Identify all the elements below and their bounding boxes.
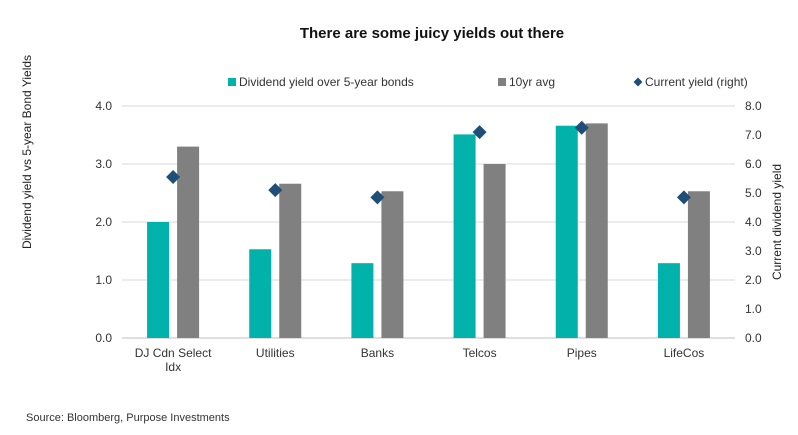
x-tick-label: Telcos xyxy=(463,346,497,360)
legend-swatch xyxy=(498,78,506,86)
marker-point xyxy=(166,170,181,185)
markers xyxy=(166,120,691,205)
y-axis-right-ticks: 0.0 1.0 2.0 3.0 4.0 5.0 6.0 7.0 8.0 xyxy=(745,99,762,345)
legend-swatch xyxy=(228,78,236,86)
chart-title: There are some juicy yields out there xyxy=(300,25,564,42)
marker-point xyxy=(676,190,691,205)
source-note: Source: Bloomberg, Purpose Investments xyxy=(26,412,230,424)
y-tick-right: 2.0 xyxy=(745,273,762,287)
bar xyxy=(657,263,680,338)
legend-label: 10yr avg xyxy=(509,75,555,89)
x-tick-label: Pipes xyxy=(567,346,597,360)
bar xyxy=(249,249,272,338)
y-tick-left: 2.0 xyxy=(95,215,112,229)
bar xyxy=(147,222,170,338)
x-tick-label: LifeCos xyxy=(664,346,705,360)
gridlines xyxy=(122,105,735,339)
x-tick-label: Banks xyxy=(361,346,394,360)
y-axis-left-title: Dividend yield vs 5-year Bond Yields xyxy=(20,55,34,249)
y-tick-right: 3.0 xyxy=(745,244,762,258)
bar xyxy=(687,191,710,338)
y-tick-right: 8.0 xyxy=(745,99,762,113)
bar xyxy=(177,146,200,338)
legend-label: Dividend yield over 5-year bonds xyxy=(239,75,414,89)
x-axis-ticks: DJ Cdn Select Idx Utilities Banks Telcos Pipe… xyxy=(135,346,705,374)
y-tick-left: 0.0 xyxy=(95,331,112,345)
y-tick-right: 7.0 xyxy=(745,128,762,142)
bar xyxy=(585,123,608,339)
y-tick-right: 5.0 xyxy=(745,186,762,200)
legend: Dividend yield over 5-year bonds 10yr avg… xyxy=(228,75,748,89)
y-axis-right-title: Current dividend yield xyxy=(770,164,784,280)
marker-point xyxy=(472,125,487,140)
bar xyxy=(279,183,302,338)
x-tick-label: DJ Cdn Select Idx xyxy=(135,346,212,374)
legend-label: Current yield (right) xyxy=(645,75,748,89)
y-tick-left: 4.0 xyxy=(95,99,112,113)
marker-point xyxy=(574,120,589,135)
y-tick-right: 0.0 xyxy=(745,331,762,345)
bars xyxy=(147,123,710,339)
bar xyxy=(351,263,374,338)
marker-point xyxy=(370,190,385,205)
bar xyxy=(381,191,404,338)
y-tick-right: 4.0 xyxy=(745,215,762,229)
y-tick-left: 3.0 xyxy=(95,157,112,171)
x-tick-label: Utilities xyxy=(256,346,295,360)
y-tick-left: 1.0 xyxy=(95,273,112,287)
bar xyxy=(453,134,476,338)
legend-swatch xyxy=(633,77,643,87)
bar xyxy=(555,125,578,338)
y-tick-right: 6.0 xyxy=(745,157,762,171)
bar xyxy=(483,164,506,338)
y-tick-right: 1.0 xyxy=(745,302,762,316)
marker-point xyxy=(268,183,283,198)
y-axis-left-ticks: 0.0 1.0 2.0 3.0 4.0 xyxy=(95,99,112,345)
